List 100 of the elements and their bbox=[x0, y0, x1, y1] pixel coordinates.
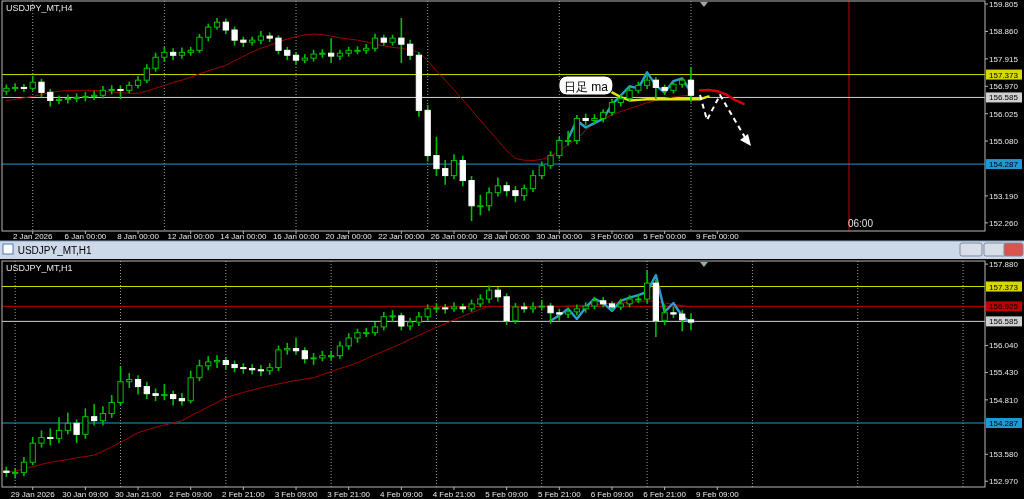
candlestick bbox=[117, 366, 124, 406]
candlestick bbox=[459, 155, 466, 187]
candlestick bbox=[73, 419, 80, 444]
candlestick bbox=[47, 428, 54, 446]
candlestick bbox=[398, 17, 405, 63]
candlestick bbox=[64, 94, 71, 104]
candlestick bbox=[187, 370, 194, 404]
x-tick-label: 2 Jan 2026 bbox=[12, 232, 54, 241]
candlestick bbox=[661, 304, 668, 326]
candlestick bbox=[328, 350, 335, 361]
candlestick bbox=[178, 392, 186, 406]
x-tick-label: 16 Jan 00:00 bbox=[272, 232, 320, 241]
y-tick-label: 156.040 bbox=[989, 341, 1019, 351]
candlestick bbox=[547, 303, 554, 324]
y-tick-label: 153.580 bbox=[989, 450, 1019, 460]
x-tick-label: 5 Feb 21:00 bbox=[537, 490, 582, 499]
candlestick bbox=[170, 390, 177, 406]
candlestick bbox=[328, 38, 335, 63]
x-tick-label: 3 Feb 09:00 bbox=[274, 490, 318, 499]
candlestick bbox=[433, 136, 440, 177]
candlestick bbox=[12, 468, 19, 479]
candlestick bbox=[459, 303, 466, 313]
candlestick bbox=[450, 302, 458, 312]
x-tick-label: 20 Jan 00:00 bbox=[325, 232, 373, 241]
x-tick-label: 3 Feb 21:00 bbox=[327, 490, 371, 499]
candlestick bbox=[20, 84, 28, 92]
y-tick-label: 155.080 bbox=[989, 137, 1019, 147]
candlestick bbox=[108, 395, 115, 418]
candlestick bbox=[108, 85, 115, 95]
candlestick bbox=[503, 293, 510, 326]
candlestick bbox=[187, 46, 194, 56]
candlestick bbox=[363, 327, 370, 337]
candlestick bbox=[679, 310, 686, 332]
candlestick bbox=[64, 412, 71, 435]
y-tick-label: 155.430 bbox=[989, 368, 1019, 378]
candlestick bbox=[687, 67, 695, 103]
x-tick-label: 30 Jan 09:00 bbox=[62, 490, 110, 499]
candlestick bbox=[512, 303, 519, 324]
x-tick-label: 5 Feb 09:00 bbox=[485, 490, 529, 499]
candlestick bbox=[275, 345, 282, 372]
candlestick bbox=[442, 303, 449, 314]
candlestick bbox=[126, 372, 133, 388]
y-tick-label: 153.190 bbox=[989, 191, 1019, 201]
candlestick bbox=[292, 337, 300, 355]
candlestick bbox=[450, 154, 458, 180]
annotation: 06:00 bbox=[847, 218, 874, 229]
y-tick-label: 156.970 bbox=[989, 82, 1019, 92]
x-tick-label: 6 Feb 21:00 bbox=[643, 490, 687, 499]
x-tick-label: 2 Feb 21:00 bbox=[222, 490, 266, 499]
y-tick-label: 152.970 bbox=[989, 477, 1019, 487]
y-tick-label: 159.805 bbox=[989, 0, 1019, 10]
candlestick bbox=[573, 115, 581, 145]
candlestick bbox=[652, 77, 659, 100]
x-tick-label: 5 Feb 00:00 bbox=[643, 232, 687, 241]
candlestick bbox=[529, 170, 537, 193]
x-tick-label: 6 Feb 09:00 bbox=[590, 490, 634, 499]
candlestick bbox=[12, 83, 19, 92]
candlestick bbox=[564, 131, 572, 146]
candlestick bbox=[687, 313, 695, 331]
candlestick bbox=[249, 36, 256, 46]
y-tick-label: 152.260 bbox=[989, 218, 1019, 228]
candlestick bbox=[170, 48, 177, 61]
candlestick bbox=[257, 365, 265, 377]
x-tick-label: 22 Jan 00:00 bbox=[378, 232, 426, 241]
candlestick bbox=[485, 187, 493, 211]
x-tick-label: 14 Jan 00:00 bbox=[220, 232, 268, 241]
text: USDJPY_MT,H1 bbox=[17, 245, 93, 256]
x-tick-label: 30 Jan 00:00 bbox=[536, 232, 584, 241]
candlestick bbox=[538, 300, 545, 311]
candlestick bbox=[178, 47, 186, 59]
x-tick-label: 29 Jan 2026 bbox=[10, 490, 56, 499]
candlestick bbox=[556, 136, 563, 159]
candlestick bbox=[205, 356, 212, 371]
candlestick bbox=[284, 342, 291, 355]
chart-title: USDJPY_MT,H1 bbox=[6, 263, 73, 273]
x-tick-label: 3 Feb 00:00 bbox=[590, 232, 634, 241]
candlestick bbox=[477, 194, 484, 216]
y-tick-label: 156.025 bbox=[989, 109, 1019, 119]
x-tick-label: 28 Jan 00:00 bbox=[483, 232, 531, 241]
x-tick-label: 12 Jan 00:00 bbox=[167, 232, 215, 241]
x-tick-label: 4 Feb 21:00 bbox=[432, 490, 476, 499]
x-tick-label: 9 Feb 00:00 bbox=[695, 232, 740, 241]
annotation: 日足 ma bbox=[563, 79, 609, 94]
y-tick-label: 154.810 bbox=[989, 395, 1019, 405]
candlestick bbox=[363, 44, 370, 54]
candlestick bbox=[91, 403, 98, 426]
x-tick-label: 8 Jan 00:00 bbox=[117, 232, 160, 241]
candlestick bbox=[91, 90, 98, 101]
candlestick bbox=[55, 95, 63, 105]
candlestick bbox=[29, 437, 36, 466]
candlestick bbox=[55, 417, 63, 444]
candlestick bbox=[643, 270, 651, 303]
candlestick bbox=[406, 39, 414, 61]
candlestick bbox=[196, 359, 203, 382]
y-tick-label: 157.915 bbox=[989, 54, 1019, 64]
x-tick-label: 30 Jan 21:00 bbox=[114, 490, 162, 499]
x-tick-label: 2 Feb 09:00 bbox=[169, 490, 213, 499]
candlestick bbox=[82, 408, 89, 439]
y-tick-label: 157.880 bbox=[989, 260, 1019, 270]
x-tick-label: 6 Jan 00:00 bbox=[64, 232, 107, 241]
